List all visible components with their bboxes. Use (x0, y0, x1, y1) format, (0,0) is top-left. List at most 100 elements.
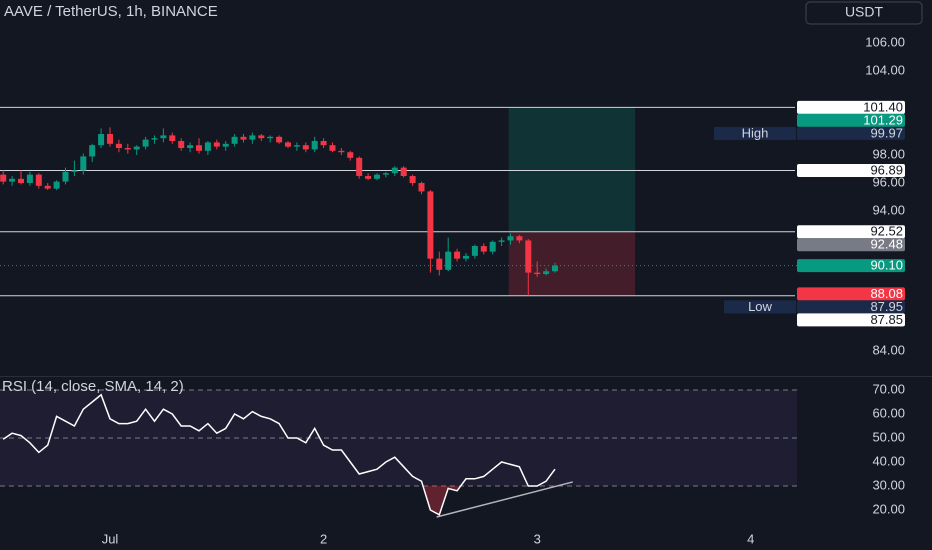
x-tick-label: 2 (320, 531, 327, 546)
price-badge (797, 126, 905, 140)
candle-body (213, 142, 220, 147)
profit-zone (508, 107, 636, 232)
candle-body (507, 236, 514, 241)
price-badge-label: 92.48 (870, 237, 903, 252)
price-badge-label: 87.95 (870, 299, 903, 314)
candle-body (498, 240, 505, 242)
rsi-line (2, 393, 556, 516)
candle-body (409, 176, 416, 184)
candle-body (0, 174, 7, 182)
price-tag: Low (748, 299, 772, 314)
candle-body (427, 191, 434, 259)
candle-body (35, 174, 42, 186)
candle-body (471, 246, 478, 256)
price-badge (797, 259, 905, 273)
price-badge (797, 313, 905, 327)
rsi-tick-label: 20.00 (872, 501, 905, 516)
price-badge (797, 287, 905, 301)
candle-body (142, 139, 149, 147)
chart-title: AAVE / TetherUS, 1h, BINANCE (4, 3, 218, 20)
price-badge-label: 88.08 (870, 286, 903, 301)
price-badge-label: 87.85 (870, 312, 903, 327)
candle-body (178, 141, 185, 149)
candle-body (18, 178, 25, 184)
price-badge (797, 113, 905, 127)
candle-body (276, 136, 283, 143)
candle-body (356, 157, 363, 177)
price-badge (797, 300, 905, 314)
candle-body (9, 178, 16, 182)
candle-body (44, 185, 51, 189)
x-tick-label: Jul (102, 531, 119, 546)
candle-body (284, 142, 291, 147)
price-tag-box (724, 300, 796, 314)
candle-body (107, 134, 114, 144)
candle-body (551, 265, 558, 272)
candle-body (391, 167, 398, 174)
candle-body (525, 240, 532, 273)
currency-button-label[interactable]: USDT (845, 4, 884, 20)
candle-body (454, 251, 461, 259)
candle-body (89, 145, 96, 157)
price-badge (797, 225, 905, 239)
price-badge (797, 238, 905, 252)
candle-body (445, 251, 452, 270)
candle-body (62, 171, 69, 182)
y-tick-label: 104.00 (865, 62, 905, 77)
candle-body (195, 145, 202, 151)
candle-body (365, 176, 372, 179)
price-badge-label: 101.40 (863, 99, 903, 114)
candle-body (124, 148, 131, 150)
candle-body (338, 150, 345, 153)
candle-body (516, 236, 523, 241)
price-badge (797, 164, 905, 178)
candle-body (258, 135, 265, 139)
candle-body (231, 136, 238, 144)
candle-body (382, 173, 389, 175)
y-tick-label: 98.00 (872, 146, 905, 161)
candle-body (53, 181, 60, 189)
candle-body (80, 156, 87, 171)
candle-body (489, 241, 496, 252)
candle-body (534, 272, 541, 275)
candle-body (302, 145, 309, 150)
candle-body (418, 183, 425, 192)
rsi-tick-label: 40.00 (872, 453, 905, 468)
rsi-tick-label: 30.00 (872, 477, 905, 492)
price-badge (797, 100, 905, 114)
candle-body (151, 138, 158, 140)
y-tick-label: 96.00 (872, 174, 905, 189)
candle-body (436, 258, 443, 270)
currency-button[interactable] (805, 1, 923, 25)
price-badge-label: 92.52 (870, 224, 903, 239)
candle-body (249, 135, 256, 140)
candle-body (400, 167, 407, 177)
candle-body (26, 174, 33, 184)
rsi-tick-label: 60.00 (872, 405, 905, 420)
candle-body (320, 141, 327, 146)
rsi-tick-label: 70.00 (872, 381, 905, 396)
candle-body (373, 174, 380, 179)
rsi-tick-label: 50.00 (872, 429, 905, 444)
candle-body (187, 145, 194, 149)
y-tick-label: 94.00 (872, 202, 905, 217)
price-tag: High (742, 125, 769, 140)
rsi-title: RSI (14, close, SMA, 14, 2) (2, 378, 184, 395)
candle-body (267, 136, 274, 139)
price-badge-label: 96.89 (870, 162, 903, 177)
candle-body (329, 145, 336, 151)
candle-body (169, 135, 176, 142)
candle-body (115, 143, 122, 149)
candle-body (204, 142, 211, 151)
y-tick-label: 84.00 (872, 342, 905, 357)
x-tick-label: 4 (747, 531, 754, 546)
price-badge-label: 101.29 (863, 112, 903, 127)
candle-body (133, 146, 140, 150)
rsi-trendline (436, 481, 573, 518)
candle-body (347, 152, 354, 158)
price-badge-label: 99.97 (870, 125, 903, 140)
candle-body (293, 145, 300, 147)
